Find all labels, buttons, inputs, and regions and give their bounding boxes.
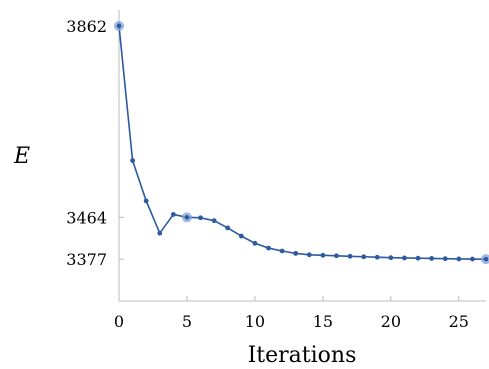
data-point xyxy=(266,245,271,251)
data-point xyxy=(157,230,163,236)
data-point xyxy=(198,215,203,221)
x-axis-title: Iterations xyxy=(248,343,357,368)
data-point xyxy=(334,253,339,259)
data-point xyxy=(170,212,176,217)
data-point xyxy=(347,253,353,259)
data-point xyxy=(415,255,421,261)
data-point xyxy=(429,256,435,261)
highlighted-point-center xyxy=(116,23,122,29)
data-point xyxy=(130,158,135,163)
x-tick-label: 5 xyxy=(182,312,192,331)
y-ticks: 3377 3464 3862 xyxy=(66,17,124,269)
data-point xyxy=(279,248,285,254)
y-tick-label: 3377 xyxy=(66,250,107,269)
data-point xyxy=(225,225,231,231)
x-tick-label: 25 xyxy=(449,312,469,331)
data-point xyxy=(320,252,326,258)
x-tick-label: 15 xyxy=(313,312,333,331)
y-tick-label: 3862 xyxy=(66,17,107,36)
data-point xyxy=(306,252,312,258)
data-point xyxy=(442,256,448,262)
data-point xyxy=(470,256,475,262)
data-point xyxy=(143,198,149,204)
x-axis: 0 5 10 15 20 25 xyxy=(114,296,486,331)
data-point xyxy=(361,254,367,260)
y-axis: 3377 3464 3862 xyxy=(66,10,124,301)
series-group xyxy=(116,23,489,262)
highlighted-point-center xyxy=(483,256,489,262)
x-tick-label: 0 xyxy=(114,312,124,331)
data-point xyxy=(238,233,244,239)
y-axis-title: E xyxy=(13,144,30,169)
series-line xyxy=(118,25,487,260)
data-point xyxy=(293,250,299,256)
data-point xyxy=(374,254,380,260)
data-point xyxy=(388,255,394,261)
x-ticks: 0 5 10 15 20 25 xyxy=(114,296,469,331)
data-point xyxy=(456,256,462,262)
data-point xyxy=(252,240,258,246)
x-tick-label: 20 xyxy=(381,312,401,331)
highlight-group xyxy=(114,20,489,265)
x-tick-label: 10 xyxy=(245,312,265,331)
highlighted-point-center xyxy=(184,215,190,220)
data-point xyxy=(402,255,407,261)
y-tick-label: 3464 xyxy=(66,208,107,227)
data-point xyxy=(211,218,217,224)
